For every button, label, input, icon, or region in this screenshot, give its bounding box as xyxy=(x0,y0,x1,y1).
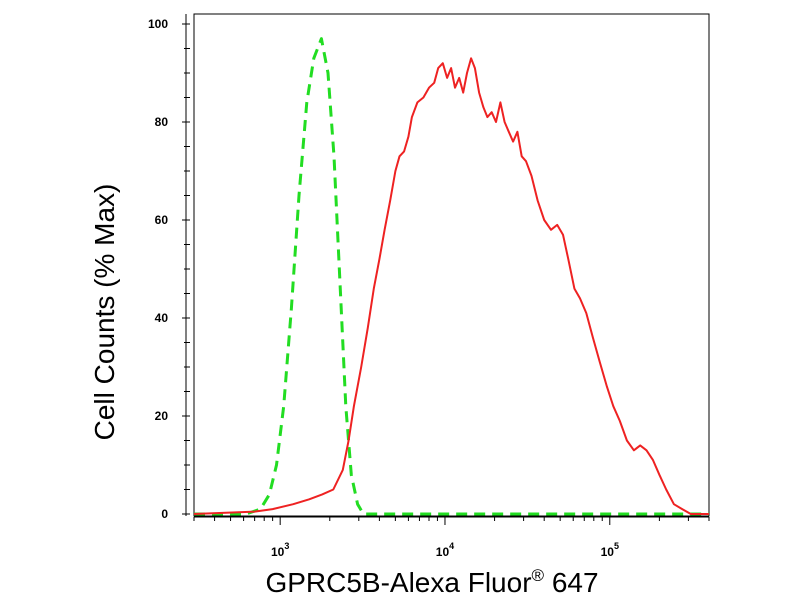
x-axis-title-superscript: ® xyxy=(532,566,545,585)
y-axis-title: Cell Counts (% Max) xyxy=(89,184,120,441)
plot-border xyxy=(193,13,710,517)
x-axis-title-main: GPRC5B-Alexa Fluor xyxy=(265,567,531,598)
y-tick-label: 0 xyxy=(161,507,168,521)
plot-frame xyxy=(193,13,710,517)
x-tick-label: 104 xyxy=(436,541,454,559)
series-line-1 xyxy=(194,37,709,516)
y-axis: 0 20 40 60 80 100 xyxy=(148,14,190,521)
x-axis: 103 104 105 xyxy=(193,516,710,559)
y-tick-label: 20 xyxy=(155,409,169,423)
y-tick-label: 40 xyxy=(155,311,169,325)
y-tick-label: 80 xyxy=(155,115,169,129)
x-axis-title: GPRC5B-Alexa Fluor® 647 xyxy=(265,566,598,598)
series-line-2 xyxy=(193,57,709,515)
x-tick-label: 103 xyxy=(271,541,289,559)
x-axis-title-suffix: 647 xyxy=(544,567,599,598)
series-layer xyxy=(193,37,709,516)
y-tick-label: 100 xyxy=(148,17,168,31)
x-tick-label: 105 xyxy=(601,541,619,559)
y-tick-label: 60 xyxy=(155,213,169,227)
